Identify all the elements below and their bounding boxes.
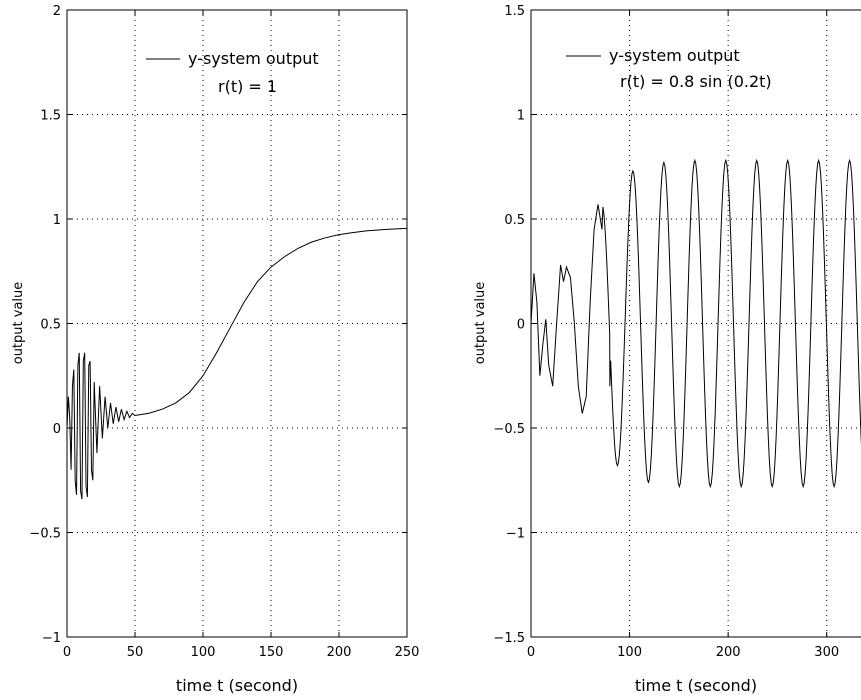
right-y-tick-label: 1 <box>517 109 525 124</box>
right-x-tick-label: 100 <box>617 645 642 660</box>
left-grid <box>67 10 407 637</box>
right-series-line <box>530 158 861 489</box>
left-xlabel-text: time t (second) <box>176 676 298 695</box>
left-y-tick-label: 0.5 <box>40 318 61 333</box>
left-ylabel: output value <box>11 282 26 365</box>
left-x-tick-label: 0 <box>63 645 71 660</box>
right-x-tick-label: 0 <box>527 645 535 660</box>
left-xlabel: time t (second) <box>176 676 298 695</box>
left-x-tick-label: 200 <box>327 645 352 660</box>
right-y-tick-label: −1 <box>506 527 525 542</box>
left-y-tick-label: 2 <box>53 4 61 19</box>
right-ylabel: output value <box>473 282 488 365</box>
right-y-tick-label: 0.5 <box>504 213 525 228</box>
left-x-tick-label: 100 <box>191 645 216 660</box>
left-ticks: 0 50 100 150 200 250 −1 −0.5 0 0.5 1 1.5 2 <box>29 4 419 660</box>
right-x-tick-label: 200 <box>716 645 741 660</box>
right-xlabel: time t (second) <box>635 676 757 695</box>
left-chart: 0 50 100 150 200 250 −1 −0.5 0 0.5 1 1.5 2 time t (s… <box>11 4 419 695</box>
left-y-tick-label: −0.5 <box>29 527 61 542</box>
right-x-tick-label: 300 <box>814 645 839 660</box>
left-series-line <box>66 227 408 500</box>
left-x-tick-label: 150 <box>259 645 284 660</box>
right-legend-entry-1: y-system output <box>609 46 740 65</box>
right-y-tick-label: 1.5 <box>504 4 525 19</box>
left-y-tick-label: −1 <box>42 631 61 646</box>
left-x-tick-label: 50 <box>127 645 144 660</box>
left-legend: y-system output r(t) = 1 <box>146 49 319 96</box>
left-legend-entry-2: r(t) = 1 <box>218 77 277 96</box>
right-legend: y-system output r(t) = 0.8 sin (0.2t) <box>566 46 772 91</box>
right-ticks: 0 100 200 300 −1.5 −1 −0.5 0 0.5 1 1.5 <box>493 4 839 660</box>
left-legend-entry-1: y-system output <box>188 49 319 68</box>
left-series-path <box>66 227 408 500</box>
left-y-tick-label: 1 <box>53 213 61 228</box>
left-x-tick-label: 250 <box>395 645 420 660</box>
right-y-tick-label: −1.5 <box>493 631 525 646</box>
right-y-tick-label: 0 <box>517 318 525 333</box>
right-legend-entry-2: r(t) = 0.8 sin (0.2t) <box>620 72 772 91</box>
right-chart: 0 100 200 300 −1.5 −1 −0.5 0 0.5 1 1.5 time t (sec… <box>473 4 861 695</box>
left-y-tick-label: 1.5 <box>40 109 61 124</box>
right-series-path <box>530 158 861 489</box>
left-y-tick-label: 0 <box>53 422 61 437</box>
right-y-tick-label: −0.5 <box>493 422 525 437</box>
